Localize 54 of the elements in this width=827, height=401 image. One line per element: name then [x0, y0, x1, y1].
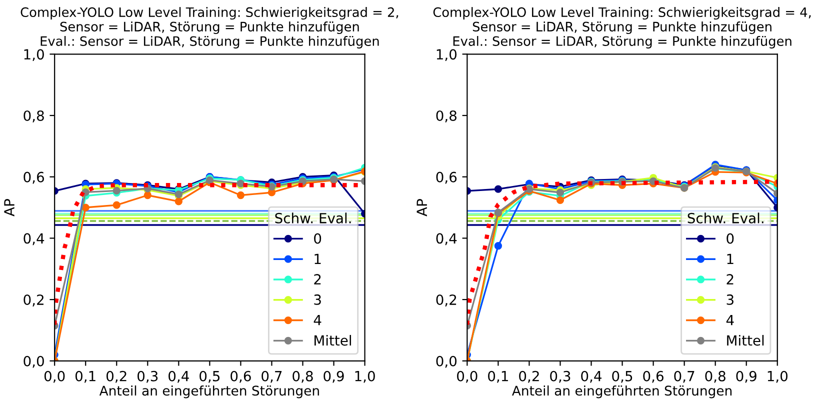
y-tick-label: 1,0	[436, 49, 457, 62]
x-tick-label: 0,4	[168, 370, 189, 383]
legend-label: Mittel	[727, 334, 764, 346]
x-tick-label: 0,1	[75, 370, 96, 383]
legend-label: 3	[314, 294, 321, 305]
x-axis-title: Anteil an eingeführten Störungen	[512, 385, 732, 398]
y-tick-label: 0,4	[24, 233, 44, 246]
x-axis-title: Anteil an eingeführten Störungen	[99, 385, 319, 398]
chart-title: Complex-YOLO Low Level Training: Schwierigkeitsgrad = 4, Sensor = LiDAR, Störung = Punkte hinzufügen Eval.: Sensor = LiDAR, Störung = Punkte hinzufügen	[433, 7, 811, 48]
y-tick-label: 0,4	[436, 233, 457, 246]
legend-label: 2	[726, 274, 734, 284]
x-tick-label: 0,8	[292, 370, 313, 383]
x-tick-label: 0,5	[612, 370, 632, 383]
y-tick-label: 0,0	[24, 356, 44, 368]
x-tick-label: 0,2	[519, 370, 539, 383]
x-tick-label: 0,9	[324, 370, 344, 383]
legend-label: 3	[726, 294, 734, 305]
y-tick-label: 0,2	[436, 294, 456, 306]
x-tick-label: 0,3	[138, 370, 158, 383]
legend-label: 1	[314, 254, 321, 264]
x-tick-label: 0,1	[488, 370, 508, 383]
x-tick-label: 0,6	[230, 370, 251, 383]
x-tick-label: 1,0	[355, 370, 375, 383]
x-tick-label: 0,5	[200, 370, 220, 383]
chart-title: Complex-YOLO Low Level Training: Schwierigkeitsgrad = 2, Sensor = LiDAR, Störung = Punkte hinzufügen Eval.: Sensor = LiDAR, Störung = Punkte hinzufügen	[20, 7, 398, 48]
x-tick-label: 0,3	[550, 370, 570, 383]
y-tick-label: 0,2	[24, 294, 44, 306]
legend-label: 2	[314, 274, 321, 284]
y-tick-label: 0,0	[436, 356, 457, 368]
legend-label: 1	[727, 254, 734, 264]
y-tick-label: 1,0	[24, 49, 44, 62]
legend-title: Schw. Eval.	[275, 212, 351, 224]
x-tick-label: 0,0	[44, 370, 65, 383]
legend-label: 0	[314, 233, 322, 244]
legend-label: 4	[726, 315, 734, 326]
x-tick-label: 1,0	[768, 370, 788, 383]
legend-title: Schw. Eval.	[688, 212, 764, 224]
x-tick-label: 0,7	[674, 370, 694, 383]
x-tick-label: 0,4	[581, 370, 602, 383]
y-tick-label: 0,6	[24, 172, 44, 184]
y-tick-label: 0,8	[436, 110, 456, 122]
y-axis-title: AP	[416, 199, 427, 216]
y-tick-label: 0,8	[24, 110, 44, 122]
x-tick-label: 0,7	[262, 370, 282, 383]
x-tick-label: 0,8	[705, 370, 726, 383]
legend-label: 4	[314, 315, 322, 326]
legend-label: Mittel	[314, 334, 351, 346]
x-tick-label: 0,0	[457, 370, 478, 383]
x-tick-label: 0,2	[106, 370, 126, 383]
y-tick-label: 0,6	[436, 172, 457, 184]
legend-label: 0	[726, 233, 734, 244]
x-tick-label: 0,6	[643, 370, 664, 383]
y-axis-title: AP	[4, 199, 14, 216]
x-tick-label: 0,9	[736, 370, 756, 383]
